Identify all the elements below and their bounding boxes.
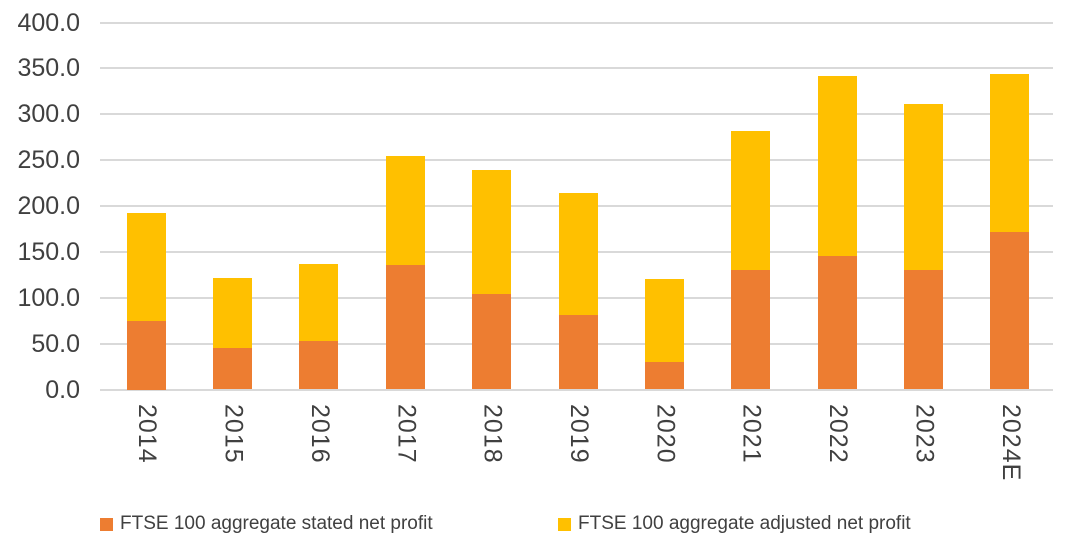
bar-segment-adjusted-2024E: [990, 73, 1030, 232]
bar-segment-adjusted-2021: [731, 130, 771, 271]
bar-segment-stated-2022: [817, 255, 857, 390]
x-tick-label-2020: 2020: [651, 404, 680, 464]
x-tick-label-2015: 2015: [219, 404, 248, 464]
y-tick-label-300: 300.0: [17, 100, 80, 129]
bar-segment-stated-2024E: [990, 231, 1030, 390]
gridline-400: [100, 21, 1053, 24]
legend-swatch-adjusted: [558, 517, 571, 531]
y-tick-label-150: 150.0: [17, 237, 80, 266]
legend-item-stated: FTSE 100 aggregate stated net profit: [100, 513, 433, 535]
x-tick-label-2017: 2017: [392, 404, 421, 464]
gridline-0: [100, 388, 1053, 391]
x-tick-label-2023: 2023: [910, 404, 939, 464]
bar-segment-adjusted-2018: [472, 170, 512, 295]
x-tick-label-2024E: 2024E: [996, 404, 1025, 482]
bar-segment-stated-2015: [213, 348, 253, 390]
x-tick-label-2021: 2021: [737, 404, 766, 464]
gridline-350: [100, 67, 1053, 70]
legend-label-stated: FTSE 100 aggregate stated net profit: [120, 513, 433, 534]
bar-segment-stated-2018: [472, 294, 512, 390]
bar-segment-adjusted-2022: [817, 75, 857, 256]
bar-segment-adjusted-2016: [299, 263, 339, 341]
gridline-250: [100, 159, 1053, 162]
y-tick-label-350: 350.0: [17, 54, 80, 83]
y-tick-label-50: 50.0: [31, 329, 80, 358]
bar-segment-adjusted-2015: [213, 277, 253, 349]
bar-segment-stated-2021: [731, 270, 771, 390]
x-tick-label-2018: 2018: [478, 404, 507, 464]
bar-segment-stated-2019: [558, 315, 598, 390]
bar-segment-stated-2014: [126, 320, 166, 390]
bar-segment-stated-2020: [644, 361, 684, 390]
x-tick-label-2019: 2019: [565, 404, 593, 464]
y-tick-label-100: 100.0: [17, 283, 80, 312]
bar-segment-adjusted-2019: [558, 193, 598, 316]
bar-segment-stated-2016: [299, 340, 339, 390]
y-tick-label-0: 0.0: [45, 375, 80, 404]
x-tick-label-2016: 2016: [305, 404, 334, 464]
y-tick-label-250: 250.0: [17, 146, 80, 175]
legend-swatch-stated: [100, 517, 113, 531]
bar-segment-adjusted-2017: [385, 155, 425, 265]
bar-segment-adjusted-2014: [126, 213, 166, 321]
x-tick-label-2022: 2022: [824, 404, 853, 464]
legend-item-adjusted: FTSE 100 aggregate adjusted net profit: [558, 513, 911, 535]
y-tick-label-200: 200.0: [17, 192, 80, 220]
bar-segment-stated-2023: [903, 270, 943, 390]
bar-segment-adjusted-2020: [644, 279, 684, 362]
bar-segment-stated-2017: [385, 264, 425, 390]
gridline-300: [100, 113, 1053, 116]
x-tick-label-2014: 2014: [133, 404, 162, 464]
bar-segment-adjusted-2023: [903, 104, 943, 271]
legend-label-adjusted: FTSE 100 aggregate adjusted net profit: [578, 513, 911, 534]
y-tick-label-400: 400.0: [17, 8, 80, 37]
